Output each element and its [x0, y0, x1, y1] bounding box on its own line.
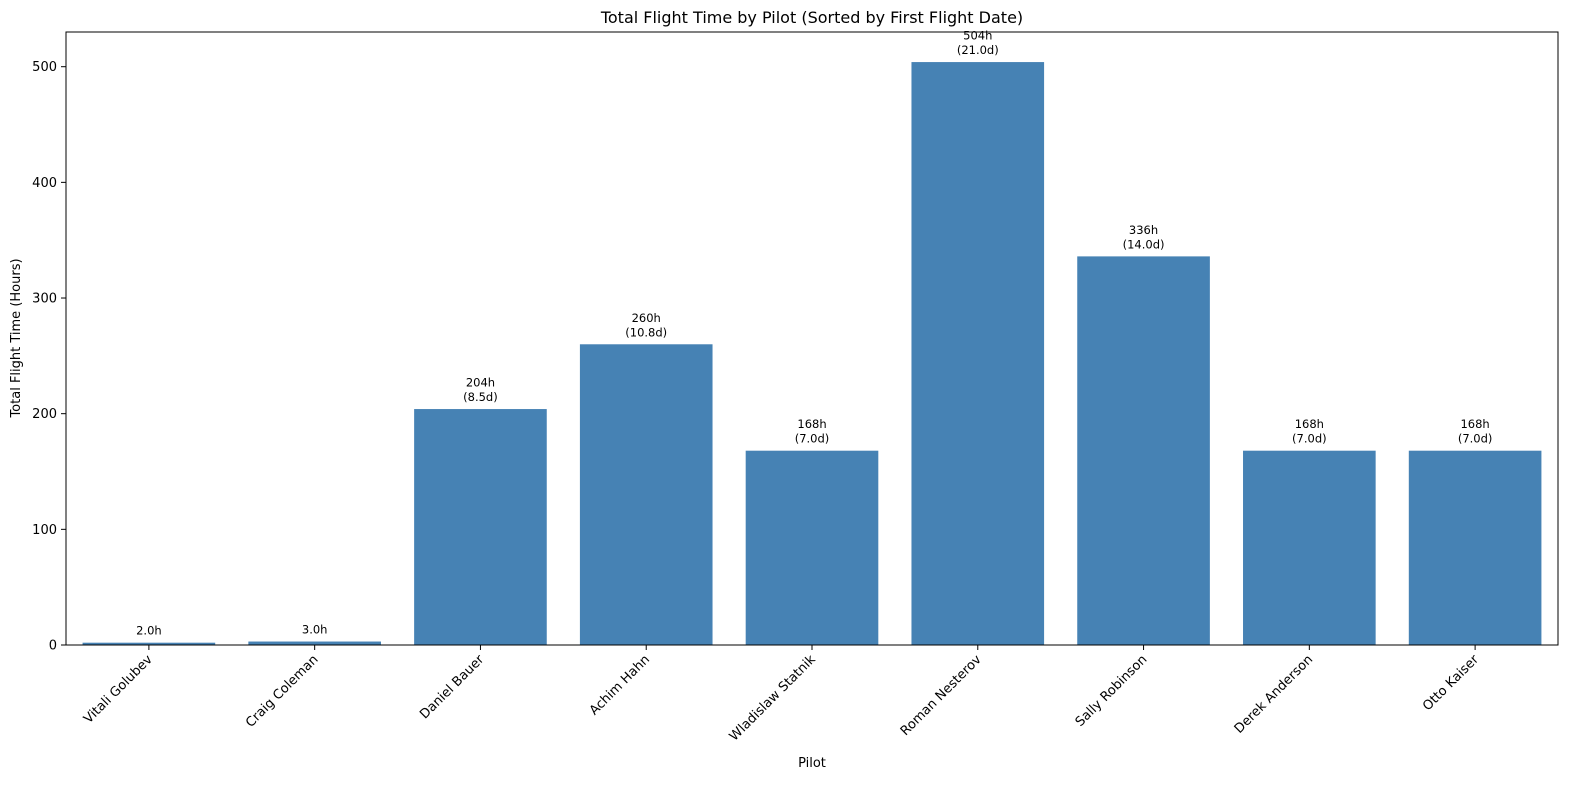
x-tick-label: Otto Kaiser [1420, 652, 1482, 714]
bar-value-label: 504h (21.0d) [957, 29, 999, 58]
plot-frame [65, 31, 1559, 646]
x-tick-label: Roman Nesterov [898, 652, 985, 739]
bar-value-label: 2.0h [136, 624, 162, 638]
bar-value-label: 336h (14.0d) [1123, 223, 1165, 252]
x-tick-label: Sally Robinson [1073, 652, 1151, 730]
x-tick-label: Craig Coleman [243, 652, 321, 730]
bar [745, 450, 879, 645]
x-tick-label: Achim Hahn [587, 652, 653, 718]
bar-value-label: 204h (8.5d) [463, 376, 498, 405]
bar [911, 62, 1045, 645]
bar [414, 409, 547, 645]
bar-value-label: 3.0h [302, 623, 328, 637]
bar [1243, 450, 1376, 645]
y-tick-label: 0 [49, 639, 57, 654]
bar-value-label: 168h (7.0d) [1458, 417, 1493, 446]
bar-value-label: 168h (7.0d) [1292, 417, 1327, 446]
bar [579, 344, 713, 645]
y-tick-label: 200 [32, 407, 57, 422]
x-tick-label: Vitali Golubev [81, 652, 156, 727]
chart-title: Total Flight Time by Pilot (Sorted by Fi… [600, 8, 1023, 27]
x-tick-label: Wladislaw Statnik [727, 652, 819, 744]
bar [82, 642, 216, 645]
bar [1077, 256, 1210, 645]
y-tick-label: 500 [32, 60, 57, 75]
bar-labels-group: 2.0h 3.0h 204h (8.5d) 260h (10.8d) 168h (7.0d) 5… [136, 29, 1492, 638]
bar-value-label: 168h (7.0d) [795, 417, 830, 446]
bar-value-label: 260h (10.8d) [625, 311, 667, 340]
y-tick-label: 300 [32, 292, 57, 307]
y-tick-label: 100 [32, 523, 57, 538]
x-axis-label: Pilot [798, 756, 826, 771]
y-axis: 0 100 200 300 400 500 [32, 60, 66, 654]
x-tick-label: Derek Anderson [1232, 652, 1316, 736]
y-tick-label: 400 [32, 176, 57, 191]
bars-group [82, 62, 1542, 645]
bar [248, 641, 381, 645]
x-tick-label: Daniel Bauer [417, 652, 487, 722]
x-axis: Vitali Golubev Craig Coleman Daniel Bauer A… [81, 645, 1482, 744]
y-axis-label: Total Flight Time (Hours) [9, 258, 24, 418]
bar [1408, 450, 1542, 645]
